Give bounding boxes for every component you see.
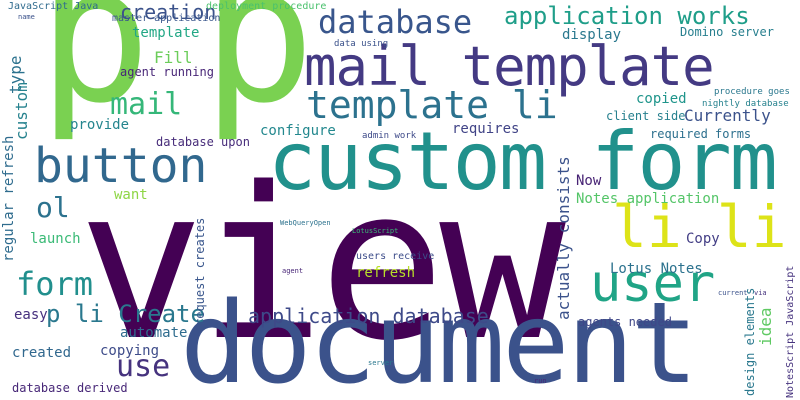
word-request-creates: request creates [193,217,207,326]
word-now: Now [576,173,602,189]
word-lotusscript: LotusScript [352,227,399,235]
word-actually-consists: actually consists [554,156,573,320]
word-custom: custom [12,82,31,140]
word-application-database: application database [248,304,489,328]
word-currently: Currently [684,106,771,125]
word-admin-work: admin work [362,131,417,141]
word-button: button [34,138,208,194]
word-deployment-procedure: deployment procedure [206,1,327,12]
word-required-forms: required forms [650,127,752,141]
word-master-application: master application [112,13,221,24]
word-name: name [18,13,35,21]
word-mail: mail [110,87,183,122]
word-copy: Copy [686,231,720,247]
word-provide: provide [70,117,130,133]
word-procedure-goes: procedure goes [714,87,790,97]
word-lotus-notes: Lotus Notes [610,261,703,277]
word-p-left: p [38,0,152,145]
word-idea: idea [756,307,775,346]
word-template: template [132,25,200,41]
word-agent-running: agent running [120,65,214,79]
word-run: run [534,377,547,385]
word-server: server [368,359,394,367]
word-fill: Fill [154,48,193,67]
word-agent: agent [282,267,304,275]
word-ol: ol [36,191,70,224]
word-application-works: application works [504,2,750,30]
word-document: document [180,279,698,400]
word-custom-form: custom form [268,115,778,208]
word-database: database [318,3,473,41]
word-database-derived: database derived [12,381,128,395]
word-p-li-create: p li Create [46,300,205,328]
word-mail-template: mail template [304,35,715,98]
word-agents-needed: agents needed [578,315,672,329]
word-li-li: li li [612,193,787,261]
word-use: use [116,349,171,384]
word-notesscript-javascript: NotesScript JavaScript [785,265,796,398]
word-view: view [78,142,566,387]
word-easy: easy [14,307,48,323]
word-requires: requires [452,121,520,137]
word-domino-server: Domino server [680,25,774,39]
word-copying: copying [100,343,160,359]
word-notes-application: Notes application [576,191,720,207]
word-template-li: template li [306,83,558,127]
word-client-side: client side [606,109,686,123]
word-webqueryopen: WebQueryOpen [280,219,331,227]
word-users-receive: users receive [356,251,435,262]
word-user: user [590,254,716,314]
word-want: want [114,187,148,203]
word-refresh: refresh [356,265,416,281]
word-automate: automate [120,325,188,341]
word-created: created [12,345,72,361]
word-database-upon: database upon [156,135,250,149]
word-regular-refresh: regular refresh [1,135,17,262]
word-via: via [754,289,767,297]
word-nightly-database: nightly database [702,99,789,109]
word-copied: copied [636,91,687,107]
word-p-right: p [202,0,316,145]
word-data-using: data using [334,39,389,49]
word-current: current [718,289,748,297]
word-configure: configure [260,123,336,139]
word-design-elements: design elements [743,287,757,396]
word-creation: creation [120,0,217,24]
word-launch: launch [30,231,81,247]
word-form: form [16,265,94,303]
word-display: display [562,27,622,43]
word-javascript-java: JavaScript Java [8,1,99,12]
